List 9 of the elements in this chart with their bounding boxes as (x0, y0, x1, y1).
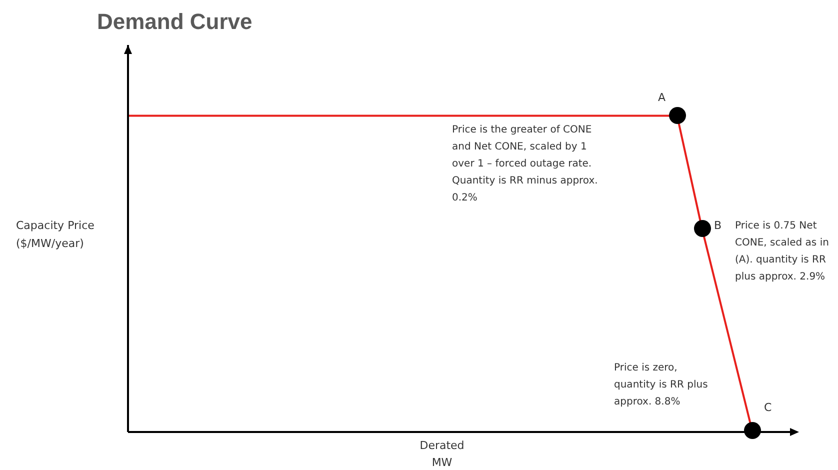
annotation: Price is the greater of CONE and Net CONE, scaled by 1 over 1 – forced outage rate. Quantity is RR minus approx. 0.2% (452, 124, 598, 204)
x-axis-title: Derated MW (420, 438, 464, 469)
annotation: Price is zero, quantity is RR plus approx. 8.8% (614, 362, 708, 408)
y-axis-title: Capacity Price ($/MW/year) (16, 218, 95, 250)
text: A (658, 90, 666, 104)
annotation: Price is 0.75 Net CONE, scaled as in (A). quantity is RR plus approx. 2.9% (735, 220, 829, 283)
annotation: C (764, 400, 772, 414)
chart-title: Demand Curve (97, 9, 252, 34)
annotation: B (714, 218, 722, 232)
